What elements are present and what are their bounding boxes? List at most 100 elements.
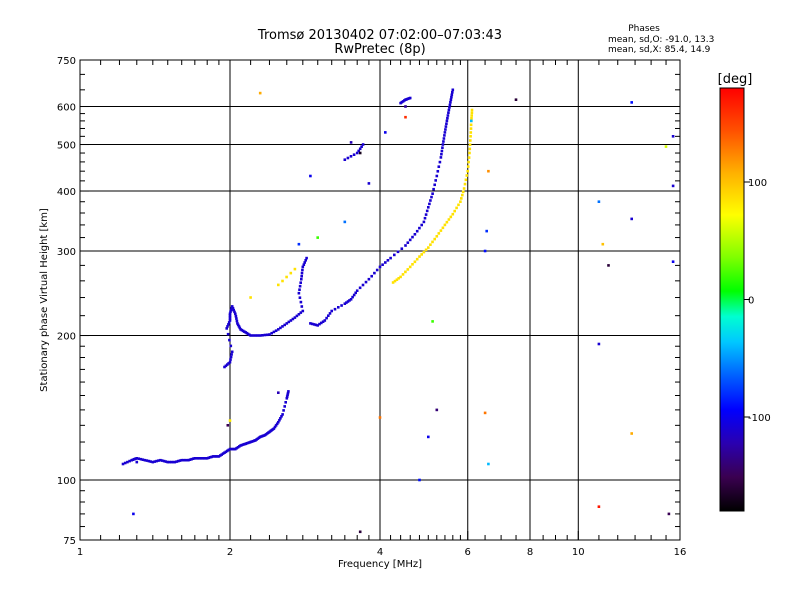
trace-point bbox=[230, 353, 233, 356]
trace-point bbox=[355, 151, 359, 155]
trace-point bbox=[279, 326, 282, 330]
trace-point bbox=[143, 458, 147, 462]
trace-point bbox=[166, 460, 169, 464]
scatter-point bbox=[671, 135, 675, 138]
trace-point bbox=[300, 305, 304, 308]
trace-point bbox=[375, 268, 379, 272]
trace-point bbox=[155, 459, 158, 463]
trace-point bbox=[441, 143, 445, 146]
trace-point bbox=[443, 223, 447, 227]
trace-point bbox=[360, 145, 363, 148]
trace-point bbox=[223, 365, 226, 369]
trace-point bbox=[217, 455, 221, 458]
trace-point bbox=[277, 328, 280, 331]
trace-point bbox=[281, 279, 284, 283]
trace-point bbox=[289, 271, 293, 275]
trace-point bbox=[164, 460, 168, 463]
trace-point bbox=[428, 202, 431, 206]
trace-point bbox=[298, 284, 302, 288]
trace-point bbox=[469, 135, 472, 138]
trace-point bbox=[400, 247, 404, 250]
trace-point bbox=[469, 131, 473, 134]
trace-point bbox=[198, 457, 201, 460]
trace-point bbox=[384, 261, 387, 264]
trace-point bbox=[449, 98, 453, 101]
trace-point bbox=[237, 325, 241, 328]
y-tick-label: 300 bbox=[57, 247, 76, 258]
trace-point bbox=[450, 93, 454, 97]
trace-point bbox=[273, 425, 277, 429]
trace-point bbox=[408, 238, 412, 242]
scatter-point bbox=[487, 169, 490, 173]
trace-point bbox=[440, 152, 443, 156]
trace-point bbox=[227, 323, 230, 326]
trace-point bbox=[123, 461, 127, 465]
trace-point bbox=[228, 314, 232, 317]
trace-point bbox=[185, 458, 188, 462]
trace-point bbox=[418, 255, 421, 258]
trace-point bbox=[160, 459, 164, 462]
scatter-point bbox=[258, 91, 262, 95]
scatter-point bbox=[358, 530, 362, 534]
trace-point bbox=[323, 319, 327, 322]
trace-point bbox=[286, 391, 290, 395]
trace-point bbox=[436, 170, 440, 173]
trace-point bbox=[466, 169, 469, 173]
scatter-point bbox=[316, 236, 319, 239]
trace-point bbox=[469, 123, 473, 127]
trace-point bbox=[378, 265, 382, 269]
trace-point bbox=[325, 316, 328, 320]
trace-point bbox=[389, 256, 392, 260]
scatter-point bbox=[483, 249, 487, 253]
trace-point bbox=[229, 308, 233, 312]
trace-point bbox=[145, 459, 149, 462]
y-tick-label: 200 bbox=[57, 332, 76, 343]
trace-point bbox=[469, 139, 472, 142]
trace-point bbox=[299, 300, 303, 304]
trace-point bbox=[424, 248, 428, 252]
trace-point bbox=[228, 338, 231, 342]
trace-point bbox=[228, 319, 232, 322]
trace-point bbox=[397, 277, 400, 280]
trace-point bbox=[466, 165, 470, 168]
trace-point bbox=[121, 462, 125, 466]
trace-point bbox=[190, 457, 193, 461]
scatter-point bbox=[435, 408, 439, 412]
trace-point bbox=[361, 143, 365, 146]
trace-point bbox=[230, 350, 234, 354]
trace-point bbox=[188, 458, 192, 461]
trace-point bbox=[228, 360, 232, 364]
trace-point bbox=[162, 459, 166, 463]
trace-point bbox=[346, 156, 350, 160]
trace-point bbox=[221, 452, 225, 455]
trace-point bbox=[191, 457, 195, 460]
trace-point bbox=[346, 300, 350, 303]
y-tick-label: 75 bbox=[63, 536, 76, 547]
trace-point bbox=[231, 306, 235, 310]
trace-point bbox=[236, 323, 240, 327]
colorbar-tick-label: -100 bbox=[748, 413, 771, 424]
echo-points bbox=[121, 88, 675, 534]
trace-point bbox=[460, 197, 463, 200]
trace-point bbox=[272, 427, 276, 430]
trace-point bbox=[310, 322, 314, 326]
colorbar-tick-label: 0 bbox=[748, 296, 754, 307]
trace-point bbox=[230, 305, 234, 308]
trace-point bbox=[445, 119, 449, 123]
trace-point bbox=[195, 457, 198, 460]
trace-point bbox=[320, 321, 323, 325]
trace-point bbox=[285, 275, 288, 279]
trace-point bbox=[173, 460, 177, 464]
scatter-point bbox=[597, 505, 601, 508]
trace-point bbox=[415, 229, 419, 233]
trace-point bbox=[287, 390, 290, 393]
trace-point bbox=[435, 174, 439, 178]
trace-point bbox=[196, 457, 200, 460]
trace-point bbox=[285, 395, 289, 398]
y-tick-label: 750 bbox=[57, 56, 76, 67]
trace-point bbox=[301, 268, 304, 272]
trace-point bbox=[433, 183, 436, 187]
trace-point bbox=[330, 309, 333, 313]
trace-point bbox=[251, 334, 255, 337]
